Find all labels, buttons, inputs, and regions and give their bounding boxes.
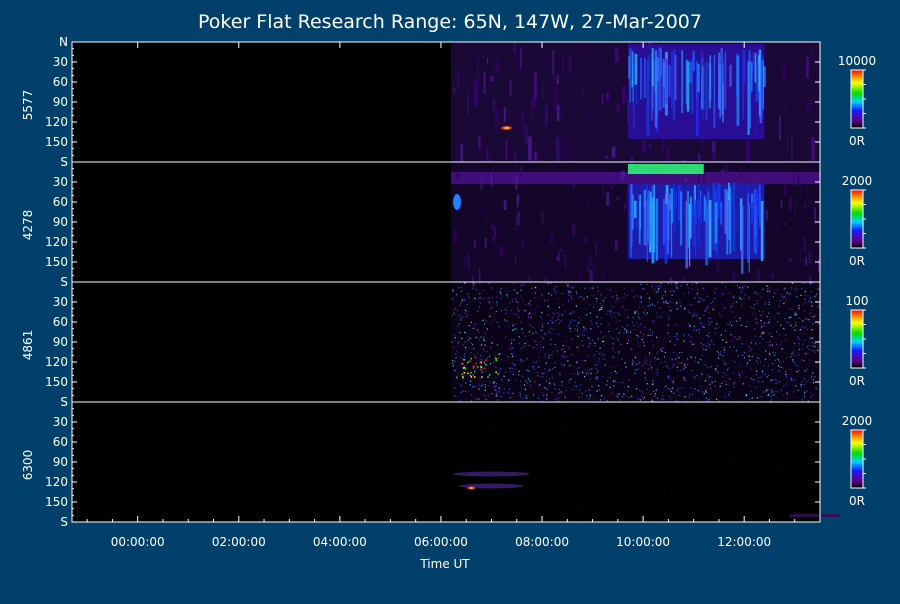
y-tick-label: 60 [53, 75, 68, 89]
y-tick-label: N [59, 35, 68, 49]
chart-title: Poker Flat Research Range: 65N, 147W, 27… [198, 11, 702, 33]
y-tick-label: 150 [45, 255, 68, 269]
x-axis-label: Time UT [419, 557, 470, 571]
y-tick-label: 150 [45, 135, 68, 149]
panel-6300: 30 60 90 120 150 S 6300 2000 0R [21, 401, 873, 529]
y-tick-label: 150 [45, 375, 68, 389]
y-tick-label: S [60, 515, 68, 529]
y-axis-4861: 30 60 90 120 150 S [45, 281, 820, 409]
y-axis-4278: 30 60 90 120 150 S [45, 161, 820, 289]
colorbar-gradient [851, 70, 863, 128]
panel-label-4278: 4278 [21, 210, 35, 241]
colorbar-max-label: 2000 [842, 414, 873, 428]
panel-label-4861: 4861 [21, 330, 35, 361]
y-axis-6300: 30 60 90 120 150 S [45, 401, 820, 529]
panel-4861: 30 60 90 120 150 S 4861 100 0R [21, 281, 869, 409]
colorbar-min-label: 0R [849, 134, 865, 148]
y-tick-label: S [60, 275, 68, 289]
colorbar-max-label: 2000 [842, 174, 873, 188]
x-tick-label: 10:00:00 [616, 535, 670, 549]
y-tick-label: 120 [45, 235, 68, 249]
panel-plot-area [72, 402, 820, 522]
y-tick-label: 30 [53, 295, 68, 309]
x-tick-label: 08:00:00 [515, 535, 569, 549]
colorbar-gradient [851, 430, 863, 488]
colorbar-min-label: 0R [849, 374, 865, 388]
y-tick-label: 30 [53, 55, 68, 69]
y-tick-label: 120 [45, 115, 68, 129]
colorbar-4861: 100 0R [846, 294, 869, 388]
x-tick-label: 06:00:00 [414, 535, 468, 549]
panel-5577: N 30 60 90 120 150 S 5577 10000 0R [21, 35, 876, 183]
y-tick-label: 150 [45, 495, 68, 509]
y-tick-label: 60 [53, 195, 68, 209]
y-tick-label: S [60, 155, 68, 169]
y-axis-5577: N 30 60 90 120 150 S [45, 35, 820, 169]
colorbar-5577: 10000 0R [838, 54, 876, 148]
heatmap-data-6300 [452, 402, 840, 523]
x-axis: 00:00:00 02:00:00 04:00:00 06:00:00 08:00:00… [86, 42, 796, 549]
heatmap-data-4278 [451, 162, 821, 295]
y-tick-label: 30 [53, 415, 68, 429]
y-tick-label: S [60, 395, 68, 409]
colorbar-min-label: 0R [849, 494, 865, 508]
colorbar-gradient [851, 190, 863, 248]
y-tick-label: 90 [53, 215, 68, 229]
colorbar-4278: 2000 0R [842, 174, 873, 268]
y-tick-label: 90 [53, 455, 68, 469]
panel-label-5577: 5577 [21, 90, 35, 121]
panel-4278: 30 60 90 120 150 S 4278 2000 0R [21, 161, 873, 295]
x-tick-label: 12:00:00 [717, 535, 771, 549]
colorbar-min-label: 0R [849, 254, 865, 268]
heatmap-data-5577 [451, 42, 820, 183]
x-tick-label: 02:00:00 [212, 535, 266, 549]
y-tick-label: 120 [45, 355, 68, 369]
heatmap-data-4861 [451, 282, 822, 404]
colorbar-max-label: 10000 [838, 54, 876, 68]
panel-label-6300: 6300 [21, 450, 35, 481]
x-tick-label: 00:00:00 [111, 535, 165, 549]
y-tick-label: 30 [53, 175, 68, 189]
y-tick-label: 60 [53, 315, 68, 329]
y-tick-label: 90 [53, 95, 68, 109]
y-tick-label: 90 [53, 335, 68, 349]
x-tick-label: 04:00:00 [313, 535, 367, 549]
colorbar-max-label: 100 [846, 294, 869, 308]
colorbar-6300: 2000 0R [842, 414, 873, 508]
y-tick-label: 60 [53, 435, 68, 449]
y-tick-label: 120 [45, 475, 68, 489]
colorbar-gradient [851, 310, 863, 368]
